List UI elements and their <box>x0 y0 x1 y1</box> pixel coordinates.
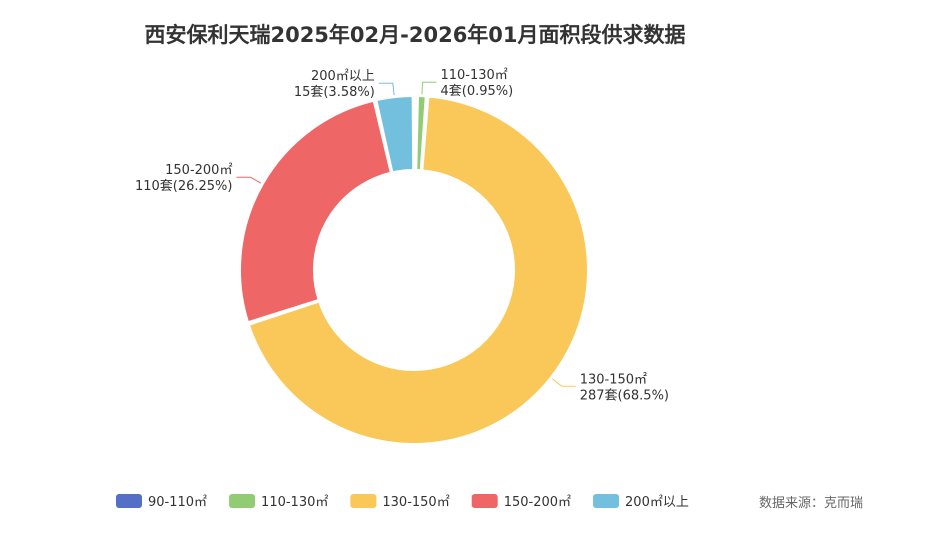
slice-150-200㎡[interactable] <box>239 99 392 324</box>
slice-110-130㎡[interactable] <box>415 95 427 172</box>
legend-swatch[interactable] <box>116 494 142 508</box>
slice-label-value: 287套(68.5%) <box>580 387 669 403</box>
legend-swatch[interactable] <box>471 494 498 508</box>
slice-200㎡以上[interactable] <box>375 95 415 174</box>
slice-130-150㎡[interactable] <box>247 95 589 445</box>
label-line-200㎡以上 <box>378 82 395 96</box>
legend-swatch[interactable] <box>593 494 620 508</box>
slice-90-110㎡[interactable] <box>413 95 418 172</box>
label-line-150-200㎡ <box>236 176 262 184</box>
label-line-130-150㎡ <box>551 378 576 387</box>
legend-label[interactable]: 90-110㎡ <box>148 495 207 510</box>
legend-swatch[interactable] <box>229 494 256 508</box>
slice-label-value: 4套(0.95%) <box>440 83 513 99</box>
legend-label[interactable]: 200㎡以上 <box>625 495 689 510</box>
slice-label-value: 110套(26.25%) <box>135 178 233 194</box>
legend-swatch[interactable] <box>350 494 377 508</box>
slices-group <box>239 95 589 445</box>
legend-label[interactable]: 130-150㎡ <box>382 495 449 510</box>
source-note: 数据来源：克而瑞 <box>759 496 863 511</box>
label-line-110-130㎡ <box>421 81 437 95</box>
slice-label-name: 130-150㎡ <box>580 372 647 387</box>
slice-label-name: 150-200㎡ <box>165 163 232 178</box>
slice-label-name: 200㎡以上 <box>311 69 375 84</box>
slice-label-name: 110-130㎡ <box>440 68 507 83</box>
legend: 90-110㎡ 110-130㎡ 130-150㎡ 150-200㎡ 200㎡以上 <box>116 494 689 510</box>
legend-label[interactable]: 110-130㎡ <box>261 495 328 510</box>
slice-label-value: 15套(3.58%) <box>294 84 375 100</box>
chart-title: 西安保利天瑞2025年02月-2026年01月面积段供求数据 <box>144 23 685 47</box>
legend-label[interactable]: 150-200㎡ <box>504 495 571 510</box>
